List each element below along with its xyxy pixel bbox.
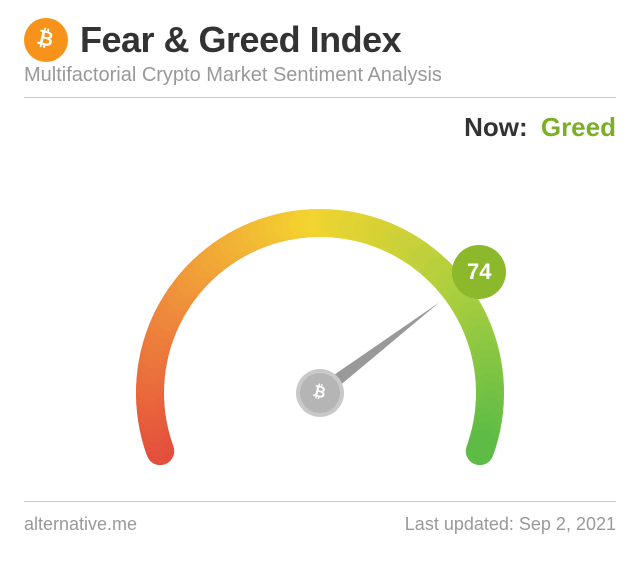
source-label: alternative.me	[24, 514, 137, 535]
now-label: Now:	[464, 112, 528, 142]
gauge-chart: 74	[24, 163, 616, 483]
updated-label: Last updated: Sep 2, 2021	[405, 514, 616, 535]
footer: alternative.me Last updated: Sep 2, 2021	[24, 514, 616, 535]
bitcoin-icon	[24, 18, 68, 62]
gauge-svg	[60, 163, 580, 483]
divider-bottom	[24, 501, 616, 502]
page-subtitle: Multifactorial Crypto Market Sentiment A…	[24, 64, 616, 87]
current-sentiment-row: Now: Greed	[24, 112, 616, 143]
header: Fear & Greed Index	[24, 18, 616, 62]
page-title: Fear & Greed Index	[80, 19, 401, 61]
value-number: 74	[467, 259, 491, 285]
value-badge: 74	[452, 245, 506, 299]
sentiment-value: Greed	[541, 112, 616, 142]
divider-top	[24, 97, 616, 98]
updated-prefix: Last updated:	[405, 514, 514, 534]
bitcoin-glyph	[32, 26, 60, 54]
updated-date: Sep 2, 2021	[519, 514, 616, 534]
